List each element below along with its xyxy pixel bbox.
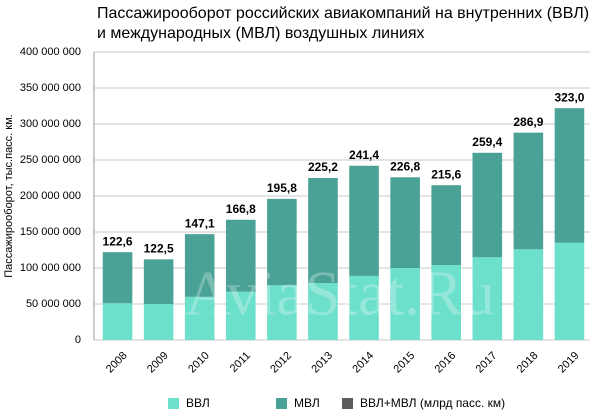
- total-label: 122,6: [103, 234, 133, 248]
- bar-segment: [390, 177, 420, 268]
- y-tick-label: 250 000 000: [20, 154, 81, 166]
- bar-segment: [390, 268, 420, 340]
- bar-segment: [554, 108, 585, 243]
- bar-segment: [226, 219, 256, 292]
- bar-segment: [143, 259, 174, 304]
- bar-segment: [226, 291, 256, 340]
- bar-segment: [349, 165, 379, 276]
- x-tick-label: 2012: [268, 350, 294, 376]
- total-label: 286,9: [513, 115, 543, 129]
- x-tick-label: 2019: [556, 350, 582, 376]
- x-tick-label: 2018: [515, 350, 541, 376]
- total-label: 215,6: [431, 167, 461, 181]
- bar-segment: [513, 249, 544, 340]
- chart-title: Пассажирооборот российских авиакомпаний …: [97, 5, 589, 42]
- legend-label: МВЛ: [294, 396, 320, 410]
- y-tick-label: 350 000 000: [20, 82, 81, 94]
- bar-segment: [102, 252, 133, 304]
- bar-segment: [102, 303, 133, 340]
- bar-segment: [143, 304, 174, 340]
- x-tick-label: 2017: [474, 350, 500, 376]
- x-tick-label: 2016: [433, 350, 459, 376]
- x-tick-label: 2010: [186, 350, 212, 376]
- total-label: 225,2: [308, 160, 338, 174]
- bar-segment: [431, 185, 461, 266]
- x-tick-label: 2011: [228, 350, 253, 375]
- bar-segment: [349, 275, 379, 340]
- y-tick-label: 300 000 000: [20, 118, 81, 130]
- bar-segment: [184, 234, 215, 297]
- total-label: 323,0: [554, 90, 584, 104]
- bar-segment: [554, 242, 585, 340]
- x-tick-label: 2008: [104, 350, 130, 376]
- bar-segment: [513, 132, 544, 250]
- legend-label: ВВЛ+МВЛ (млрд пасс. км): [360, 396, 505, 410]
- y-tick-label: 50 000 000: [26, 298, 81, 310]
- y-tick-label: 200 000 000: [20, 190, 81, 202]
- total-label: 166,8: [226, 202, 256, 216]
- x-tick-label: 2013: [309, 350, 335, 376]
- x-tick-label: 2015: [392, 350, 418, 376]
- bar-segment: [308, 178, 338, 284]
- bar-segment: [267, 285, 297, 340]
- bar-segment: [472, 257, 503, 340]
- x-tick-label: 2014: [350, 350, 376, 376]
- x-tick-label: 2009: [145, 350, 171, 376]
- total-label: 147,1: [185, 216, 215, 230]
- legend-label: ВВЛ: [186, 396, 210, 410]
- watermark: AviaStat.Ru: [185, 258, 495, 329]
- total-label: 259,4: [472, 135, 502, 149]
- total-label: 122,5: [144, 242, 174, 256]
- bar-segment: [308, 283, 338, 340]
- y-tick-label: 100 000 000: [20, 262, 81, 274]
- total-label: 195,8: [267, 181, 297, 195]
- total-label: 226,8: [390, 159, 420, 173]
- legend-swatch: [342, 398, 353, 409]
- legend-swatch: [276, 398, 287, 409]
- y-tick-label: 150 000 000: [20, 226, 81, 238]
- total-label: 241,4: [349, 148, 379, 162]
- bar-segment: [431, 265, 461, 340]
- y-tick-label: 0: [75, 334, 81, 346]
- y-axis-label: Пассажирооборот, тыс.пасс. км.: [3, 114, 15, 277]
- bar-segment: [184, 296, 215, 340]
- legend-swatch: [168, 398, 179, 409]
- bar-segment: [267, 198, 297, 286]
- bar-segment: [472, 152, 503, 258]
- y-tick-label: 400 000 000: [20, 46, 81, 58]
